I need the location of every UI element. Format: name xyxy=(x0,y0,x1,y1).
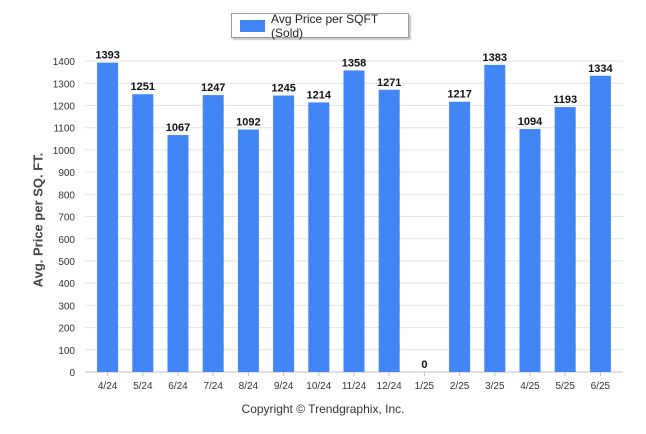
data-label: 1393 xyxy=(95,50,119,62)
bar xyxy=(449,101,471,372)
x-tick-label: 4/24 xyxy=(98,381,118,392)
bars xyxy=(97,62,611,373)
data-label: 1245 xyxy=(271,83,295,95)
y-tick-label: 900 xyxy=(58,168,75,179)
x-tick-label: 10/24 xyxy=(306,381,331,392)
legend-label: Avg Price per SQFT (Sold) xyxy=(271,11,378,40)
y-tick-label: 1200 xyxy=(53,102,76,113)
legend: Avg Price per SQFT (Sold) xyxy=(231,11,409,40)
data-labels: 1393 1251 1067 1247 1092 1245 1214 1358 1271 0 121… xyxy=(95,50,613,371)
y-tick-label: 200 xyxy=(58,324,75,335)
x-tick-label: 3/25 xyxy=(485,381,505,392)
y-tick-label: 700 xyxy=(58,213,75,224)
data-label: 1251 xyxy=(131,81,155,93)
x-tick-label: 6/25 xyxy=(591,381,611,392)
axes: 0 100 200 300 400 500 600 700 800 900 1000 1100 1200… xyxy=(53,57,611,392)
x-tick-label: 1/25 xyxy=(415,381,435,392)
y-tick-label: 600 xyxy=(58,235,75,246)
bar xyxy=(308,102,330,373)
y-tick-label: 1100 xyxy=(53,124,75,135)
bar xyxy=(589,75,611,372)
x-tick-label: 4/25 xyxy=(520,381,540,392)
x-tick-label: 2/25 xyxy=(450,381,470,392)
x-tick-label: 11/24 xyxy=(342,381,367,392)
y-axis-label: Avg. Price per SQ. FT. xyxy=(30,152,46,288)
bar xyxy=(132,94,154,373)
bar xyxy=(554,107,576,373)
data-label: 1214 xyxy=(307,89,332,101)
data-label: 1193 xyxy=(553,94,577,106)
data-label: 1067 xyxy=(166,122,190,134)
data-label: 0 xyxy=(421,359,427,371)
y-tick-label: 0 xyxy=(69,368,75,379)
bar xyxy=(237,129,259,372)
x-tick-label: 5/24 xyxy=(133,381,153,392)
data-label: 1092 xyxy=(236,117,260,129)
bar xyxy=(202,95,224,372)
bar xyxy=(167,135,189,372)
bar xyxy=(273,95,295,372)
data-label: 1358 xyxy=(342,57,366,69)
y-tick-label: 800 xyxy=(58,190,75,201)
y-tick-label: 1300 xyxy=(53,79,76,90)
y-tick-label: 300 xyxy=(58,301,75,312)
data-label: 1334 xyxy=(588,63,613,75)
legend-swatch xyxy=(240,19,266,32)
x-tick-label: 6/24 xyxy=(168,381,188,392)
data-label: 1383 xyxy=(483,52,507,64)
bar xyxy=(519,129,541,372)
bar xyxy=(378,89,400,373)
y-tick-label: 100 xyxy=(58,346,75,357)
x-tick-label: 9/24 xyxy=(274,381,294,392)
y-tick-label: 400 xyxy=(58,279,75,290)
data-label: 1247 xyxy=(201,82,225,94)
copyright-text: Copyright © Trendgraphix, Inc. xyxy=(241,402,405,416)
y-tick-label: 1000 xyxy=(53,146,76,157)
y-tick-label: 1400 xyxy=(53,57,76,68)
x-tick-label: 5/25 xyxy=(555,381,575,392)
bar xyxy=(343,70,365,372)
bar xyxy=(484,64,506,372)
data-label: 1271 xyxy=(377,77,401,89)
x-tick-label: 12/24 xyxy=(377,381,402,392)
data-label: 1094 xyxy=(518,116,543,128)
data-label: 1217 xyxy=(447,89,471,101)
x-tick-label: 8/24 xyxy=(239,381,259,392)
x-tick-label: 7/24 xyxy=(203,381,223,392)
bar xyxy=(97,62,119,373)
y-tick-label: 500 xyxy=(58,257,75,268)
